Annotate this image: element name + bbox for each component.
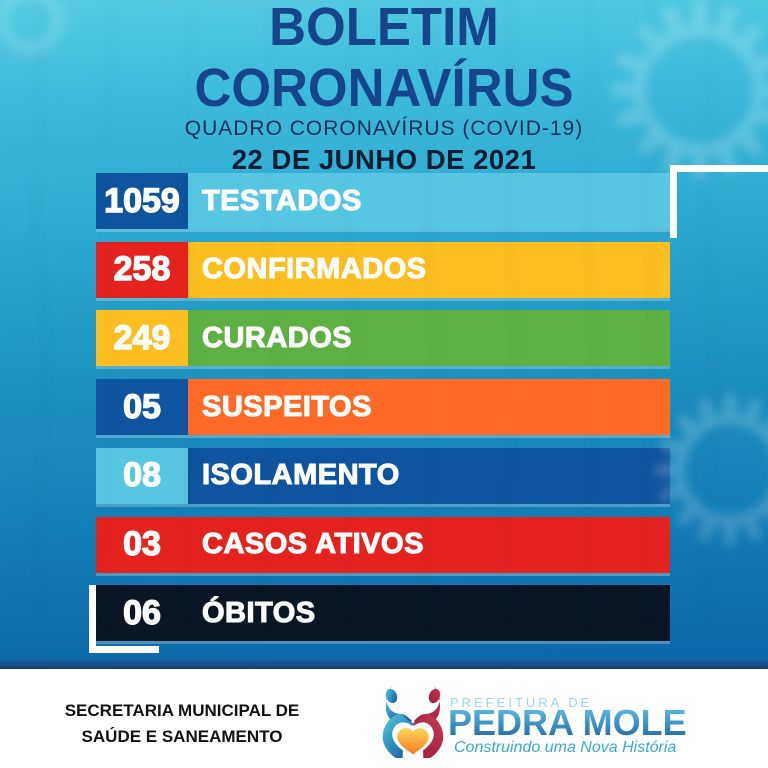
svg-text:Construindo uma Nova História: Construindo uma Nova História xyxy=(454,739,676,756)
svg-text:PEDRA MOLE: PEDRA MOLE xyxy=(448,702,687,743)
